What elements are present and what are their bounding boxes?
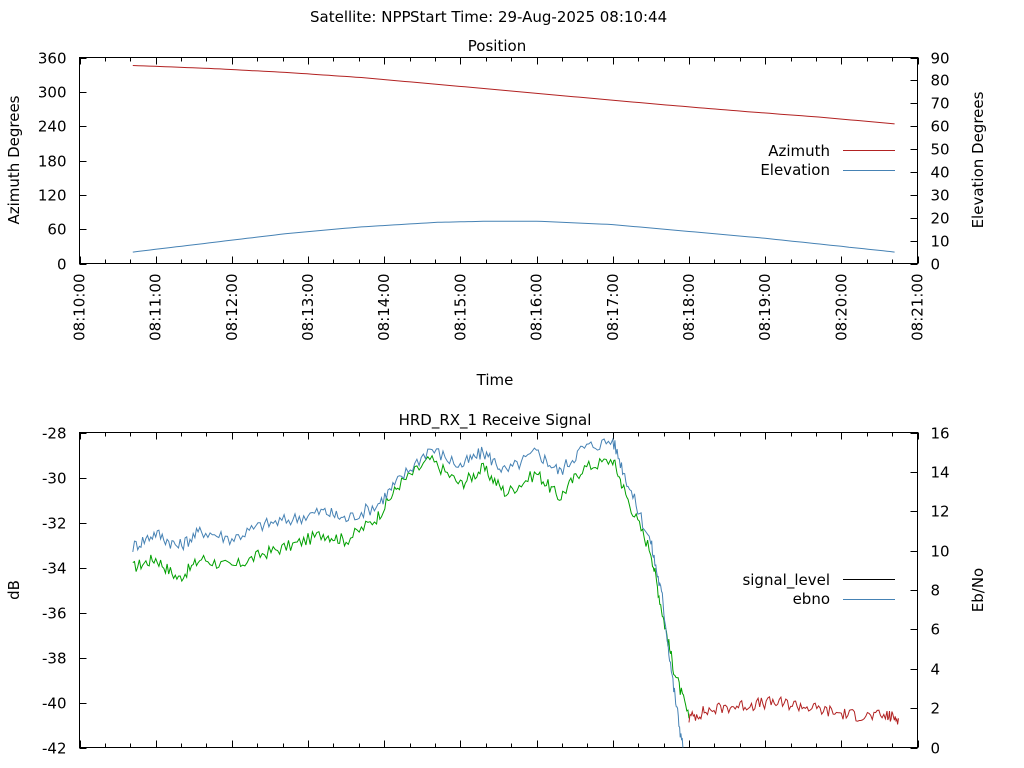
y2-tick-label: 12 (931, 503, 950, 521)
position-y2-label: Elevation Degrees (969, 91, 987, 228)
y2-tick-label: 14 (931, 464, 950, 482)
y2-tick-label: 20 (931, 210, 950, 228)
y2-tick-label: 30 (931, 187, 950, 205)
y-tick-label: 120 (38, 187, 67, 205)
position-y-label: Azimuth Degrees (5, 95, 23, 224)
y2-tick-label: 50 (931, 141, 950, 159)
y2-tick-label: 6 (931, 621, 941, 639)
y-tick-label: 60 (47, 221, 66, 239)
signal-chart-title: HRD_RX_1 Receive Signal (399, 411, 592, 430)
y2-tick-label: 4 (931, 661, 941, 679)
x-tick-label: 08:10:00 (71, 274, 89, 341)
signal-y2-label: Eb/No (969, 568, 987, 612)
y-tick-label: -38 (42, 650, 67, 668)
start-time-label: Start Time: 29-Aug-2025 08:10:44 (410, 8, 667, 26)
y-tick-label: -40 (42, 695, 67, 713)
x-tick-label: 08:11:00 (147, 274, 165, 341)
series-line-signal-level (132, 454, 690, 719)
y2-tick-label: 90 (931, 50, 950, 68)
series-line-signal-level (688, 695, 899, 725)
y-tick-label: 240 (38, 118, 67, 136)
signal-chart: HRD_RX_1 Receive Signal -42-40-38-36-34-… (5, 411, 987, 758)
y2-tick-label: 0 (931, 740, 941, 758)
legend-signal-level-label: signal_level (742, 571, 830, 590)
y2-tick-label: 8 (931, 582, 941, 600)
y-tick-label: -28 (42, 425, 67, 443)
series-line-elevation (132, 220, 895, 253)
position-chart: Position 08:10:00 08:11:00 08:12:00 08:13:0… (5, 37, 987, 389)
position-x-label: Time (476, 371, 514, 389)
y-tick-label: -42 (42, 740, 67, 758)
legend-azimuth-label: Azimuth (768, 142, 830, 160)
position-axis-ticks: 08:10:00 08:11:00 08:12:00 08:13:00 08:14:00… (38, 50, 950, 341)
series-line-azimuth (132, 65, 895, 125)
signal-legend: signal_level ebno (742, 571, 895, 608)
series-line-ebno (132, 437, 684, 748)
y-tick-label: -32 (42, 515, 67, 533)
y2-tick-label: 60 (931, 118, 950, 136)
y-tick-label: 300 (38, 84, 67, 102)
position-plot-frame (79, 57, 918, 264)
x-tick-label: 08:21:00 (909, 274, 927, 341)
y2-tick-label: 70 (931, 95, 950, 113)
y2-tick-label: 16 (931, 425, 950, 443)
x-tick-label: 08:12:00 (223, 274, 241, 341)
position-chart-title: Position (468, 37, 526, 55)
legend-ebno-label: ebno (793, 590, 830, 608)
x-tick-label: 08:17:00 (604, 274, 622, 341)
x-tick-label: 08:18:00 (680, 274, 698, 341)
x-tick-label: 08:15:00 (451, 274, 469, 341)
y2-tick-label: 10 (931, 543, 950, 561)
x-tick-label: 08:16:00 (528, 274, 546, 341)
satellite-label: Satellite: NPP (310, 8, 411, 26)
x-tick-label: 08:19:00 (756, 274, 774, 341)
y-tick-label: 180 (38, 153, 67, 171)
y-tick-label: -34 (42, 560, 67, 578)
signal-axis-ticks: -42 -40 -38 -36 -34 -32 -30 -28 0 2 4 6 8 10 12 14 16 (42, 425, 950, 758)
y-tick-label: -30 (42, 470, 67, 488)
position-series (132, 65, 895, 253)
y-tick-label: 0 (57, 256, 67, 274)
signal-y-label: dB (5, 580, 23, 600)
y-tick-label: 360 (38, 50, 67, 68)
position-legend: Azimuth Elevation (760, 142, 895, 179)
signal-series (132, 437, 899, 748)
y2-tick-label: 0 (931, 256, 941, 274)
y2-tick-label: 2 (931, 700, 941, 718)
y2-tick-label: 80 (931, 72, 950, 90)
y2-tick-label: 10 (931, 233, 950, 251)
legend-elevation-label: Elevation (760, 161, 830, 179)
x-tick-label: 08:20:00 (832, 274, 850, 341)
y2-tick-label: 40 (931, 164, 950, 182)
x-tick-label: 08:14:00 (375, 274, 393, 341)
y-tick-label: -36 (42, 605, 67, 623)
x-tick-label: 08:13:00 (299, 274, 317, 341)
